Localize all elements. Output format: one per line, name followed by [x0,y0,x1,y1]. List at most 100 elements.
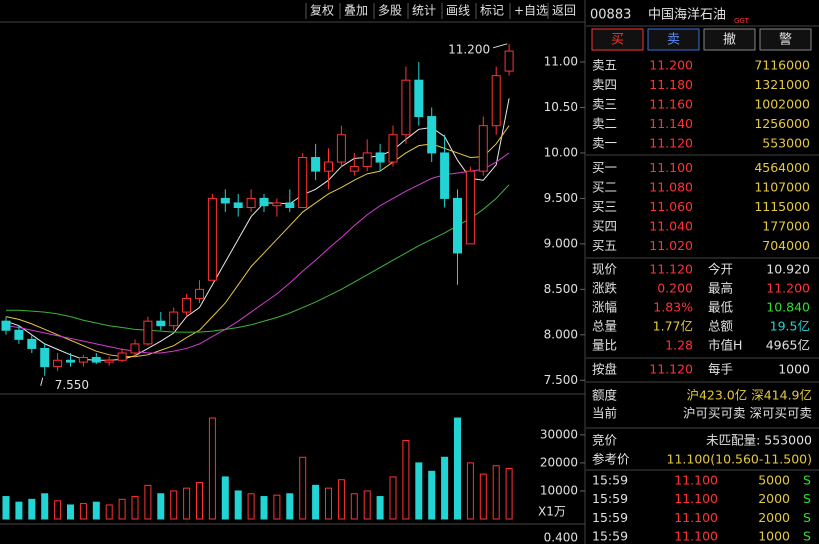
candle-body [336,134,346,163]
toolbar-button[interactable]: 统计 [412,4,436,18]
info-label: 当前 [592,406,617,421]
y-tick-label: 10.50 [544,100,578,114]
volume-bar [479,473,487,520]
y-tick-label: 8.000 [544,327,578,341]
order-button[interactable] [647,28,700,51]
trade-side: S [803,473,811,488]
order-button[interactable] [759,28,812,51]
order-price: 11.120 [649,136,693,151]
indicator-label: 0.400 [544,531,578,544]
stat-value: 11.200 [766,281,810,296]
candle-body [169,311,179,327]
y-tick-label: 10.00 [544,145,578,159]
volume-bar [363,490,371,520]
trade-volume: 2000 [758,510,790,525]
y-tick-label: 30000 [540,427,578,441]
volume-bar [54,500,62,520]
stat-value: 4965亿 [766,338,810,353]
volume-bar [196,482,203,520]
volume-bar [402,439,410,520]
toolbar-button[interactable]: 返回 [552,4,576,18]
info-value: 11.100(10.560-11.500) [667,452,812,467]
candle-body [143,320,153,345]
order-price: 11.040 [649,219,693,234]
stock-code: 00883 [590,8,631,23]
stat-label: 涨跌 [592,281,618,296]
volume-bar [79,503,87,520]
volume-bar [247,493,255,520]
toolbar-button[interactable]: 标记 [480,4,504,18]
candle-body [401,79,411,136]
candle-body [349,166,359,172]
stat-value: 19.5亿 [770,319,810,334]
stat-label: 最低 [708,300,734,315]
order-volume: 1256000 [754,116,810,131]
order-volume: 1321000 [754,77,810,92]
y-tick-label: 7.500 [544,373,578,387]
volume-bar [221,476,229,520]
order-button-label[interactable]: 买 [611,33,624,48]
volume-bar [325,487,332,520]
toolbar-button[interactable]: 画线 [446,4,470,18]
volume-bar [2,496,10,520]
stat-label: 总量 [592,319,617,334]
order-price: 11.160 [649,97,693,112]
y-tick-label: 9.000 [544,236,578,250]
volume-bar [170,490,178,520]
trade-side: S [803,529,811,544]
stat-label: 涨幅 [592,300,617,315]
stat-label: 量比 [592,338,617,353]
order-level: 买一 [592,160,617,175]
trade-time: 15:59 [592,491,628,506]
stat-label: 总额 [708,319,734,334]
order-price: 11.080 [649,180,693,195]
candle-body [388,134,398,163]
candle-body [362,152,372,168]
order-button[interactable] [703,28,756,51]
order-level: 买三 [592,199,617,214]
volume-bar [415,462,423,520]
stat-value: 1.83% [653,300,693,315]
volume-bar [492,465,500,520]
order-level: 卖三 [592,97,617,112]
stat-label: 每手 [708,362,733,377]
info-value: 未匹配量: 553000 [706,433,812,448]
moving-average-line [5,152,510,354]
toolbar-button[interactable]: 叠加 [344,4,368,18]
info-value: 沪可买可卖 深可买可卖 [683,406,812,421]
stock-tag: GGT [734,17,750,25]
stat-label: 今开 [708,262,733,277]
order-button-label[interactable]: 卖 [667,33,680,48]
volume-bar [350,493,358,520]
volume-bar [260,496,268,520]
annotation: 7.550 [55,378,89,392]
candle-body [78,357,88,363]
order-level: 买四 [592,219,617,234]
moving-average-line [5,98,510,361]
stat-value: 11.120 [649,362,693,377]
candle-body [440,152,450,199]
stat-value: 0.200 [657,281,693,296]
trade-side: S [803,510,811,525]
candle-body [414,79,424,118]
order-price: 11.140 [649,116,693,131]
order-button-label[interactable]: 撤 [723,32,736,48]
candle-body [220,197,230,204]
stat-label: 市值H [708,338,742,353]
stat-value: 1.77亿 [653,319,693,334]
candle-body [465,170,475,245]
info-label: 竞价 [592,433,618,448]
unit-label: X1万 [538,505,566,519]
toolbar-button[interactable]: 复权 [310,4,334,18]
volume-bar [466,462,474,520]
volume-bar [312,484,320,520]
info-label: 参考价 [592,452,630,467]
candle-body [207,197,217,281]
toolbar-button[interactable]: +自选 [514,4,548,18]
order-level: 卖二 [592,116,617,131]
candle-body [14,329,24,340]
toolbar-button[interactable]: 多股 [378,4,402,18]
order-button[interactable] [591,28,644,51]
order-button-label[interactable]: 警 [779,32,792,48]
